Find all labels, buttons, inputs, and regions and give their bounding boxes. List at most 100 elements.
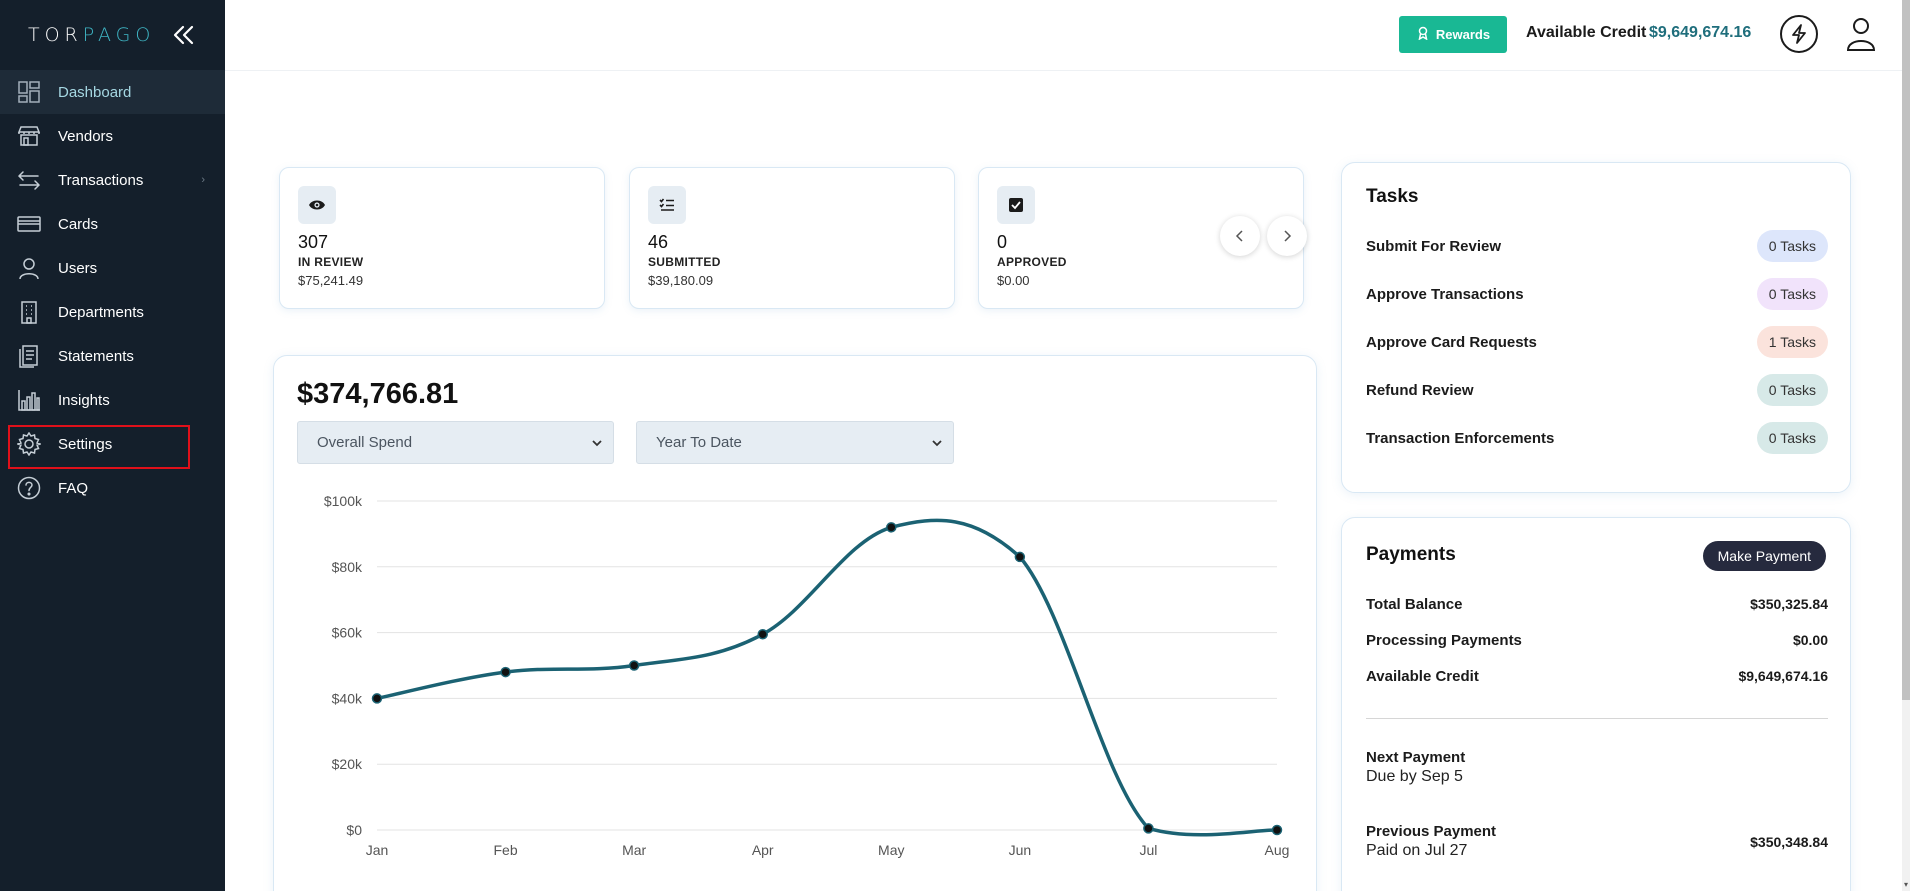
card-icon: [16, 211, 42, 237]
sidebar-item-vendors[interactable]: Vendors: [0, 114, 225, 158]
sidebar-item-label: Transactions: [58, 171, 144, 189]
x-tick-label: May: [878, 842, 904, 858]
user-icon: [16, 255, 42, 281]
sidebar-item-label: Cards: [58, 215, 99, 233]
divider: [1366, 718, 1828, 719]
y-tick-label: $80k: [332, 559, 363, 575]
data-point[interactable]: [500, 666, 511, 678]
sidebar-item-users[interactable]: Users: [0, 246, 225, 290]
payment-value: $0.00: [1792, 632, 1828, 648]
checkbox-icon: [997, 186, 1035, 224]
stat-amount: $0.00: [997, 273, 1030, 288]
stat-label: IN REVIEW: [298, 255, 364, 269]
page-scrollbar[interactable]: ▾: [1902, 0, 1910, 891]
data-point[interactable]: [757, 628, 768, 640]
stat-label: APPROVED: [997, 255, 1067, 269]
chevron-right-icon: [1284, 230, 1292, 242]
data-point[interactable]: [1271, 824, 1283, 836]
data-point[interactable]: [886, 522, 897, 533]
task-row-approve-card-requests[interactable]: Approve Card Requests 1 Tasks: [1366, 325, 1828, 359]
scrollbar-thumb[interactable]: [1902, 0, 1910, 700]
data-point[interactable]: [1014, 551, 1026, 563]
transfer-icon: [16, 167, 42, 193]
payment-value: $9,649,674.16: [1738, 668, 1828, 684]
task-label: Transaction Enforcements: [1366, 429, 1555, 447]
sidebar-item-dashboard[interactable]: Dashboard: [0, 70, 225, 114]
payments-card: Payments Make Payment Total Balance $350…: [1341, 517, 1851, 891]
next-payment-label: Next Payment: [1366, 749, 1466, 766]
task-row-refund-review[interactable]: Refund Review 0 Tasks: [1366, 373, 1828, 407]
metric-select-value: Overall Spend: [317, 434, 413, 451]
sidebar-item-label: Users: [58, 259, 98, 277]
carousel-next-button[interactable]: [1267, 216, 1307, 256]
rewards-button[interactable]: Rewards: [1399, 16, 1507, 53]
task-label: Submit For Review: [1366, 237, 1502, 255]
payment-label: Total Balance: [1366, 596, 1463, 613]
sidebar-item-label: FAQ: [58, 479, 89, 497]
period-select-value: Year To Date: [656, 434, 742, 451]
sidebar-item-label: Vendors: [58, 127, 114, 145]
rewards-icon: [1416, 26, 1430, 43]
bar-chart-icon: [16, 387, 42, 413]
sidebar-item-faq[interactable]: FAQ: [0, 466, 225, 510]
scroll-down-arrow-icon[interactable]: ▾: [1903, 880, 1908, 889]
y-tick-label: $0: [346, 822, 362, 838]
chevron-down-icon: [591, 436, 603, 453]
previous-payment-amount: $350,348.84: [1750, 833, 1828, 850]
stat-label: SUBMITTED: [648, 255, 721, 269]
data-point[interactable]: [628, 660, 640, 671]
lightning-icon[interactable]: [1780, 15, 1818, 53]
logo-text-part1: TOR: [28, 24, 83, 46]
carousel-prev-button[interactable]: [1220, 216, 1260, 256]
spend-line-chart: $0 $20k $40k $60k $80k $100k Jan Feb Mar Apr May Ju…: [324, 493, 1290, 858]
collapse-sidebar-icon[interactable]: [172, 24, 196, 46]
payment-row-total-balance: Total Balance $350,325.84: [1366, 596, 1828, 613]
sidebar-item-transactions[interactable]: Transactions ›: [0, 158, 225, 202]
next-payment: Next Payment Due by Sep 5: [1366, 749, 1828, 786]
task-badge: 1 Tasks: [1756, 326, 1828, 358]
data-point[interactable]: [371, 693, 383, 704]
x-tick-label: Aug: [1265, 842, 1290, 858]
chevron-down-icon: [931, 436, 943, 453]
spend-total: $374,766.81: [297, 378, 459, 410]
chevron-right-icon: ›: [201, 174, 205, 186]
y-tick-label: $60k: [332, 625, 363, 641]
x-tick-label: Feb: [494, 842, 518, 858]
period-select[interactable]: Year To Date: [636, 421, 954, 464]
available-credit-value: $9,649,674.16: [1649, 24, 1752, 41]
task-row-submit-for-review[interactable]: Submit For Review 0 Tasks: [1366, 229, 1828, 263]
data-point[interactable]: [1143, 823, 1154, 834]
task-badge: 0 Tasks: [1756, 374, 1828, 406]
tasks-title: Tasks: [1366, 186, 1419, 207]
payment-label: Processing Payments: [1366, 632, 1522, 649]
sidebar-item-label: Statements: [58, 347, 134, 365]
x-tick-label: Jan: [366, 842, 389, 858]
x-tick-label: Apr: [752, 842, 774, 858]
task-badge: 0 Tasks: [1756, 422, 1828, 454]
y-tick-label: $100k: [324, 493, 363, 509]
profile-icon[interactable]: [1845, 16, 1877, 52]
document-icon: [16, 343, 42, 369]
task-label: Refund Review: [1366, 381, 1474, 399]
gear-icon: [16, 431, 42, 457]
sidebar-item-settings[interactable]: Settings: [0, 422, 225, 469]
sidebar-item-statements[interactable]: Statements: [0, 334, 225, 378]
payment-label: Available Credit: [1366, 668, 1479, 685]
help-icon: [16, 475, 42, 501]
payment-row-processing: Processing Payments $0.00: [1366, 632, 1828, 649]
stat-card-submitted[interactable]: 46 SUBMITTED $39,180.09: [629, 167, 955, 309]
make-payment-button[interactable]: Make Payment: [1702, 541, 1826, 571]
stat-card-in-review[interactable]: 307 IN REVIEW $75,241.49: [279, 167, 605, 309]
building-icon: [16, 299, 42, 325]
sidebar-item-insights[interactable]: Insights: [0, 378, 225, 422]
task-row-transaction-enforcements[interactable]: Transaction Enforcements 0 Tasks: [1366, 421, 1828, 455]
metric-select[interactable]: Overall Spend: [297, 421, 614, 464]
logo[interactable]: TORPAGO: [28, 24, 155, 46]
sidebar-item-departments[interactable]: Departments: [0, 290, 225, 334]
y-tick-label: $40k: [332, 690, 363, 706]
dashboard-icon: [16, 79, 42, 105]
payment-value: $350,325.84: [1750, 596, 1828, 612]
x-tick-label: Mar: [622, 842, 646, 858]
sidebar-item-cards[interactable]: Cards: [0, 202, 225, 246]
task-row-approve-transactions[interactable]: Approve Transactions 0 Tasks: [1366, 277, 1828, 311]
